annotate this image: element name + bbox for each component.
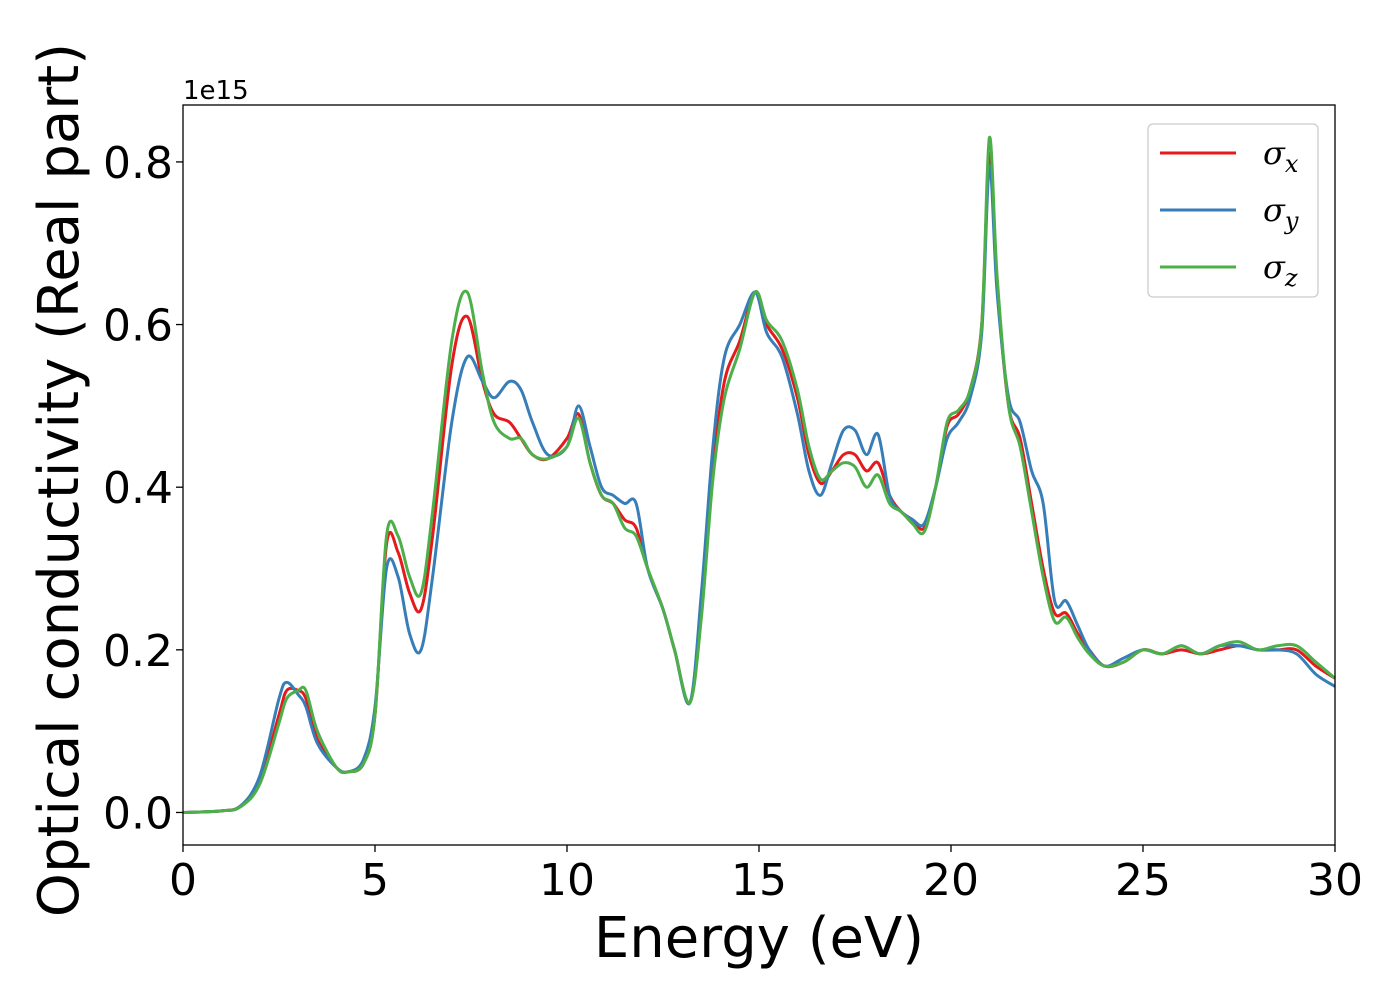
series-line-sigma-z bbox=[182, 136, 1336, 814]
series-layer bbox=[182, 136, 1336, 814]
x-axis-label: Energy (eV) bbox=[594, 906, 924, 971]
x-tick-label: 25 bbox=[1115, 855, 1171, 906]
x-tick-label: 15 bbox=[731, 855, 787, 906]
y-axis-label: Optical conductivity (Real part) bbox=[27, 43, 92, 917]
legend: σx σy σz bbox=[1147, 123, 1319, 298]
x-tick-label: 10 bbox=[539, 855, 595, 906]
x-tick-label: 20 bbox=[923, 855, 979, 906]
legend-label-sigma-x: σx bbox=[1263, 134, 1299, 178]
y-tick-label: 0.8 bbox=[103, 138, 173, 189]
y-tick-label: 0.0 bbox=[103, 788, 173, 839]
y-tick-label: 0.4 bbox=[103, 463, 173, 514]
y-offset-label: 1e15 bbox=[183, 76, 249, 106]
x-tick-label: 5 bbox=[361, 855, 389, 906]
legend-label-sigma-z: σz bbox=[1263, 248, 1298, 292]
y-tick-label: 0.6 bbox=[103, 301, 173, 352]
x-axis: 0 5 10 15 20 25 30 bbox=[169, 845, 1363, 906]
x-tick-label: 0 bbox=[169, 855, 197, 906]
y-tick-label: 0.2 bbox=[103, 626, 173, 677]
y-axis: 0.0 0.2 0.4 0.6 0.8 bbox=[103, 138, 183, 839]
x-tick-label: 30 bbox=[1307, 855, 1363, 906]
legend-label-sigma-y: σy bbox=[1263, 191, 1299, 235]
